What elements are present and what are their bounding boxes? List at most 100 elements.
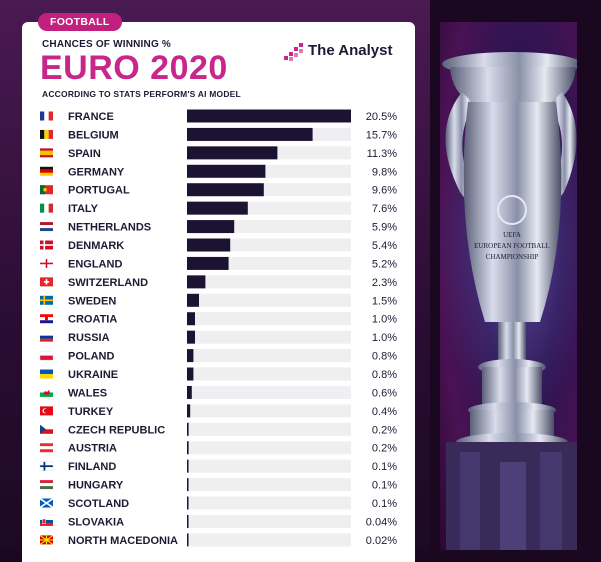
- category-label: GERMANY: [68, 166, 125, 178]
- value-label: 0.2%: [372, 443, 397, 455]
- bar: [187, 312, 195, 326]
- turkey-flag-icon: [40, 406, 53, 416]
- category-label: RUSSIA: [68, 332, 110, 344]
- value-label: 0.1%: [372, 498, 397, 510]
- north-macedonia-flag-icon: [39, 534, 54, 545]
- croatia-flag-icon: [40, 314, 53, 324]
- value-label: 7.6%: [372, 203, 397, 215]
- value-label: 0.8%: [372, 351, 397, 363]
- bar: [187, 220, 235, 234]
- bar-track: [187, 275, 351, 289]
- bar-track: [187, 478, 351, 492]
- value-label: 0.1%: [372, 480, 397, 492]
- value-label: 0.2%: [372, 424, 397, 436]
- category-label: BELGIUM: [68, 129, 119, 141]
- bar-track: [187, 496, 351, 510]
- chart-row: SLOVAKIA 0.04%: [40, 514, 397, 528]
- category-label: UKRAINE: [68, 369, 118, 381]
- bar-track: [187, 349, 351, 363]
- netherlands-flag-icon: [40, 222, 53, 232]
- trophy-photo: UEFA EUROPEAN FOOTBALL CHAMPIONSHIP: [440, 22, 577, 550]
- value-label: 0.04%: [366, 516, 397, 528]
- chart-row: HUNGARY 0.1%: [40, 478, 397, 492]
- category-label: CROATIA: [68, 314, 117, 326]
- chart-row: SPAIN 11.3%: [40, 146, 397, 160]
- bar-track: [187, 385, 351, 399]
- bar: [187, 441, 189, 455]
- category-label: DENMARK: [68, 240, 124, 252]
- bar: [187, 127, 313, 141]
- value-label: 15.7%: [366, 129, 397, 141]
- bar-track: [187, 441, 351, 455]
- bar: [187, 164, 266, 178]
- chart-row: SCOTLAND 0.1%: [39, 496, 397, 510]
- category-label: SWITZERLAND: [68, 277, 148, 289]
- chart-row: POLAND 0.8%: [39, 349, 397, 363]
- chart-row: NETHERLANDS 5.9%: [40, 220, 397, 234]
- chart-row: BELGIUM 15.7%: [40, 127, 397, 141]
- bar: [187, 330, 195, 344]
- chart-row: FRANCE 20.5%: [40, 109, 397, 123]
- bar-track: [187, 514, 351, 528]
- bar: [187, 109, 351, 123]
- category-label: SWEDEN: [68, 295, 116, 307]
- value-label: 5.4%: [372, 240, 397, 252]
- russia-flag-icon: [40, 332, 53, 342]
- chart-kicker: CHANCES OF WINNING %: [42, 39, 171, 50]
- category-label: SLOVAKIA: [68, 516, 124, 528]
- value-label: 11.3%: [367, 148, 398, 160]
- france-flag-icon: [40, 111, 53, 121]
- chart-row: RUSSIA 1.0%: [40, 330, 397, 344]
- wales-flag-icon: [40, 387, 53, 397]
- chart-row: AUSTRIA 0.2%: [40, 441, 397, 455]
- chart-row: WALES 0.6%: [40, 385, 397, 399]
- bar-track: [187, 312, 351, 326]
- value-label: 1.5%: [372, 295, 397, 307]
- value-label: 20.5%: [366, 111, 397, 123]
- spain-flag-icon: [40, 148, 53, 158]
- bar: [187, 385, 192, 399]
- czech-republic-flag-icon: [40, 424, 53, 434]
- sweden-flag-icon: [40, 295, 53, 305]
- bar-track: [187, 422, 351, 436]
- germany-flag-icon: [40, 166, 53, 176]
- category-tag[interactable]: FOOTBALL: [38, 13, 122, 31]
- england-flag-icon: [40, 258, 53, 268]
- ukraine-flag-icon: [40, 369, 53, 379]
- finland-flag-icon: [39, 461, 54, 471]
- chart-row: PORTUGAL 9.6%: [40, 183, 397, 197]
- bar: [187, 183, 264, 197]
- category-label: SCOTLAND: [68, 498, 129, 510]
- chart-row: TURKEY 0.4%: [40, 404, 397, 418]
- value-label: 5.9%: [372, 222, 397, 234]
- value-label: 9.8%: [372, 166, 397, 178]
- austria-flag-icon: [40, 443, 53, 453]
- bar-track: [187, 459, 351, 473]
- belgium-flag-icon: [40, 129, 53, 139]
- chart-row: CZECH REPUBLIC 0.2%: [40, 422, 397, 436]
- bar-track: [187, 367, 351, 381]
- trophy-text-uefa: UEFA: [503, 231, 521, 239]
- bar: [187, 459, 189, 473]
- category-label: FINLAND: [68, 461, 116, 473]
- bar-track: [187, 293, 351, 307]
- denmark-flag-icon: [40, 240, 53, 250]
- chart-title: EURO 2020: [40, 49, 228, 87]
- switzerland-flag-icon: [40, 277, 53, 287]
- value-label: 0.4%: [372, 406, 397, 418]
- bar: [187, 256, 229, 270]
- chart-row: ENGLAND 5.2%: [40, 256, 397, 270]
- chart-row: NORTH MACEDONIA 0.02%: [39, 533, 397, 547]
- category-label: PORTUGAL: [68, 185, 130, 197]
- category-label: NORTH MACEDONIA: [68, 535, 178, 547]
- chart-row: GERMANY 9.8%: [40, 164, 397, 178]
- slovakia-flag-icon: [40, 516, 53, 526]
- bar: [187, 238, 231, 252]
- bar: [187, 275, 206, 289]
- bar: [187, 422, 189, 436]
- value-label: 0.1%: [372, 461, 397, 473]
- chart-row: ITALY 7.6%: [40, 201, 397, 215]
- value-label: 0.02%: [366, 535, 397, 547]
- category-label: FRANCE: [68, 111, 114, 123]
- category-label: SPAIN: [68, 148, 101, 160]
